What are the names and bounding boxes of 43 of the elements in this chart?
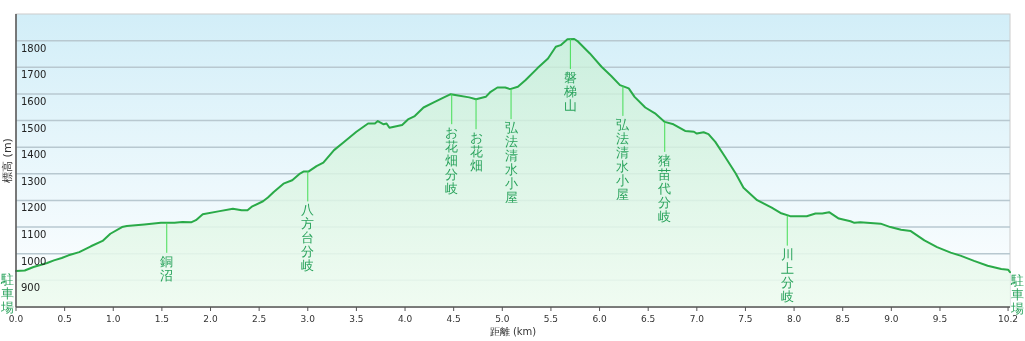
x-tick-label: 4.5	[446, 314, 461, 324]
x-tick-label: 1.5	[154, 314, 170, 324]
y-tick-label: 1100	[21, 229, 47, 241]
x-tick-label: 0.5	[57, 314, 72, 324]
x-tick-label: 7.0	[689, 314, 705, 324]
annotation: お花畑分岐	[445, 125, 459, 197]
y-tick-label: 1500	[21, 122, 47, 134]
annotation: 銅沼	[160, 253, 174, 283]
x-tick-label: 4.0	[397, 314, 413, 324]
y-tick-label: 900	[21, 282, 41, 294]
y-tick-label: 1200	[21, 202, 47, 214]
x-tick-label: 8.5	[835, 314, 850, 324]
y-tick-label: 1600	[21, 95, 47, 107]
annotation: 八方台分岐	[301, 202, 315, 274]
x-tick-label: 5.5	[543, 314, 559, 324]
x-tick-label: 10.2	[998, 314, 1019, 324]
y-tick-label: 1800	[21, 42, 47, 54]
annotation: 磐梯山	[562, 70, 577, 114]
x-tick-label: 9.0	[884, 314, 899, 324]
x-tick-label: 2.0	[203, 314, 218, 324]
annotation: 猪苗代分岐	[657, 152, 672, 224]
x-tick-label: 9.5	[932, 314, 948, 324]
annotation: お花畑	[469, 130, 483, 174]
x-tick-label: 3.5	[349, 314, 364, 324]
x-tick-label: 0.0	[8, 314, 24, 324]
y-axis-title: 標高 (m)	[1, 138, 14, 183]
x-tick-label: 1.0	[106, 314, 121, 324]
annotation: 弘法清水小屋	[504, 120, 519, 206]
x-tick-label: 6.0	[592, 314, 607, 324]
annotation: 弘法清水小屋	[616, 116, 631, 202]
x-tick-label: 7.5	[738, 314, 753, 324]
x-tick-label: 2.5	[251, 314, 267, 324]
y-tick-label: 1000	[21, 255, 47, 267]
x-tick-label: 6.5	[641, 314, 656, 324]
y-tick-label: 1700	[21, 69, 47, 81]
annotation: 駐車場	[0, 272, 14, 316]
x-tick-label: 8.0	[786, 314, 802, 324]
x-tick-label: 5.0	[495, 314, 510, 324]
annotation: 川上分岐	[780, 246, 794, 304]
x-axis-title: 距離 (km)	[489, 326, 537, 337]
y-tick-label: 1300	[21, 175, 47, 187]
x-tick-label: 3.0	[300, 314, 316, 324]
y-tick-label: 1400	[21, 149, 47, 161]
